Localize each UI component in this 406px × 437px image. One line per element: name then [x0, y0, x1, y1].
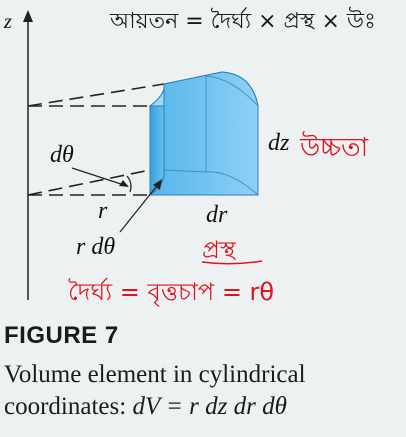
- dashed-radial-lines: [27, 83, 165, 196]
- r-label: r: [98, 198, 108, 224]
- r-d-theta-label: r dθ: [76, 234, 115, 260]
- caption-prefix: coordinates:: [4, 393, 133, 420]
- handwritten-height-note: উচ্চতা: [299, 131, 369, 163]
- dr-label: dr: [206, 202, 228, 228]
- r-d-theta-arrow: [119, 181, 161, 233]
- d-theta-label: dθ: [50, 142, 74, 168]
- d-theta-arc: [126, 175, 132, 193]
- dz-label: dz: [268, 130, 290, 156]
- handwritten-width-note: প্রস্থ: [202, 236, 237, 264]
- handwritten-length-note: দৈর্ঘ্য = বৃত্তচাপ = rθ: [68, 277, 274, 307]
- volume-element-block: [148, 71, 259, 196]
- figure-label: FIGURE 7: [4, 322, 119, 349]
- handwritten-top-note: আয়তন = দৈর্ঘ্য × প্রস্থ × উঃ: [109, 7, 376, 34]
- caption-line-2: coordinates: dV = r dz dr dθ: [4, 391, 404, 423]
- z-axis-arrowhead: [23, 10, 33, 22]
- handwritten-underline: [201, 260, 263, 265]
- figure-caption: Volume element in cylindrical coordinate…: [4, 359, 404, 423]
- caption-line-1: Volume element in cylindrical: [4, 361, 306, 388]
- cylindrical-volume-element-diagram: z dθ r r dθ dr dz আয়তন = দৈর্ঘ্য × প্রস…: [3, 7, 376, 307]
- z-axis-label: z: [3, 11, 12, 33]
- d-theta-arrow: [71, 167, 128, 187]
- volume-equation: dV = r dz dr dθ: [132, 393, 287, 420]
